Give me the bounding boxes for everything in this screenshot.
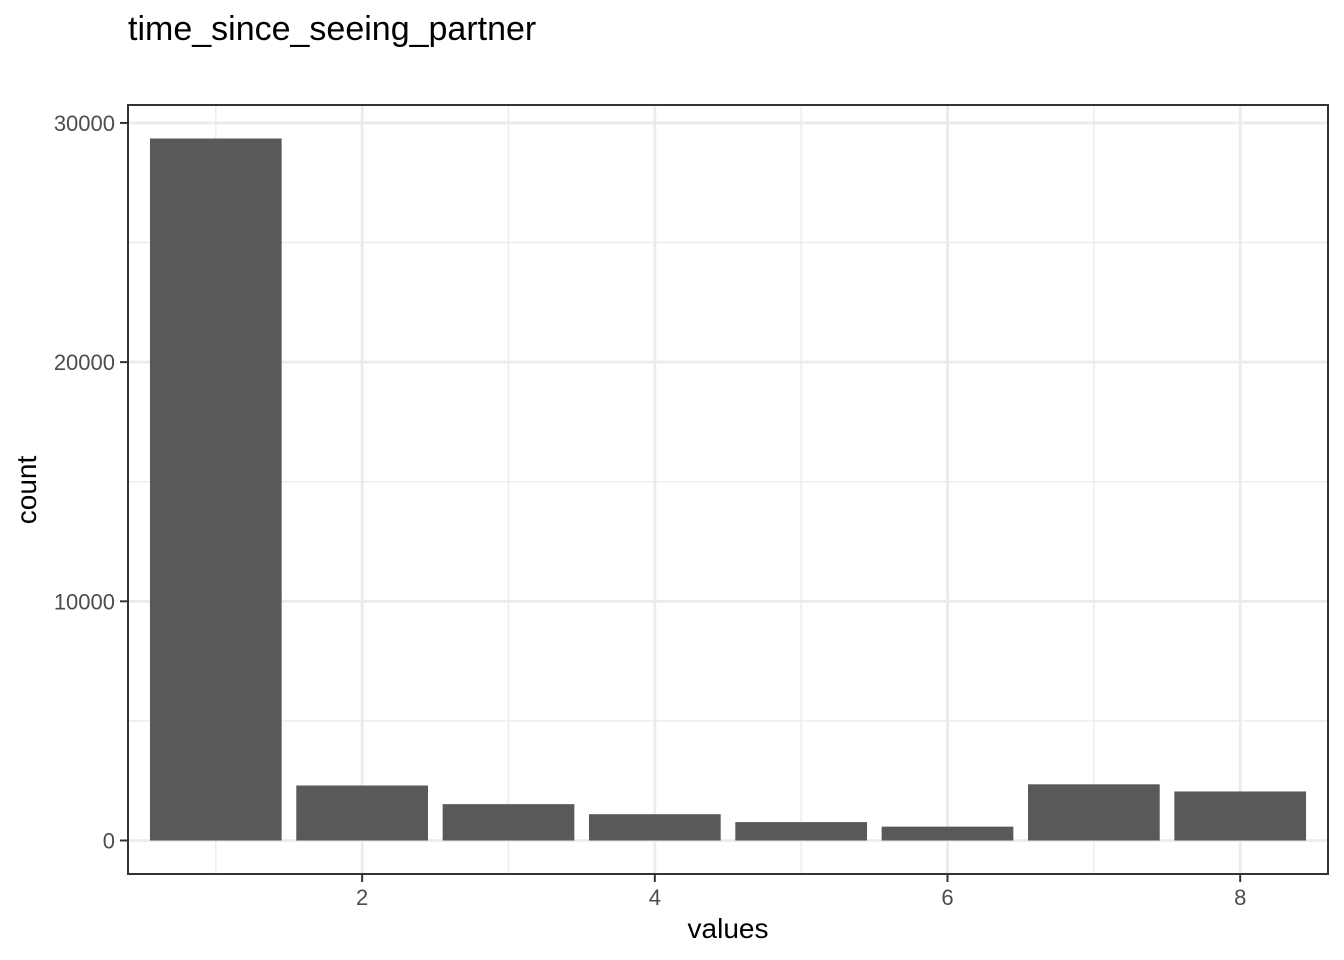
x-axis-ticks: 2 4 6 8 — [356, 874, 1246, 910]
y-tick-label: 30000 — [54, 111, 115, 136]
bar — [588, 814, 721, 841]
y-tick-label: 20000 — [54, 350, 115, 375]
y-axis-title: count — [11, 456, 42, 525]
plot-panel-border — [127, 104, 1329, 875]
grid-lines — [128, 105, 1328, 874]
chart-title: time_since_seeing_partner — [128, 10, 536, 48]
x-axis-title: values — [688, 913, 769, 944]
y-axis-ticks: 0 10000 20000 30000 — [54, 111, 128, 854]
bar — [296, 785, 428, 841]
x-tick-label: 2 — [356, 885, 368, 910]
bars — [149, 138, 1307, 841]
bar — [149, 138, 282, 841]
bar — [735, 822, 868, 841]
x-tick-label: 8 — [1234, 885, 1246, 910]
x-tick-label: 4 — [649, 885, 661, 910]
x-tick-label: 6 — [941, 885, 953, 910]
y-tick-label: 10000 — [54, 589, 115, 614]
bar — [881, 826, 1014, 841]
y-tick-label: 0 — [103, 829, 115, 854]
bar — [1028, 784, 1160, 841]
bar — [442, 804, 575, 841]
bar — [1174, 791, 1307, 841]
